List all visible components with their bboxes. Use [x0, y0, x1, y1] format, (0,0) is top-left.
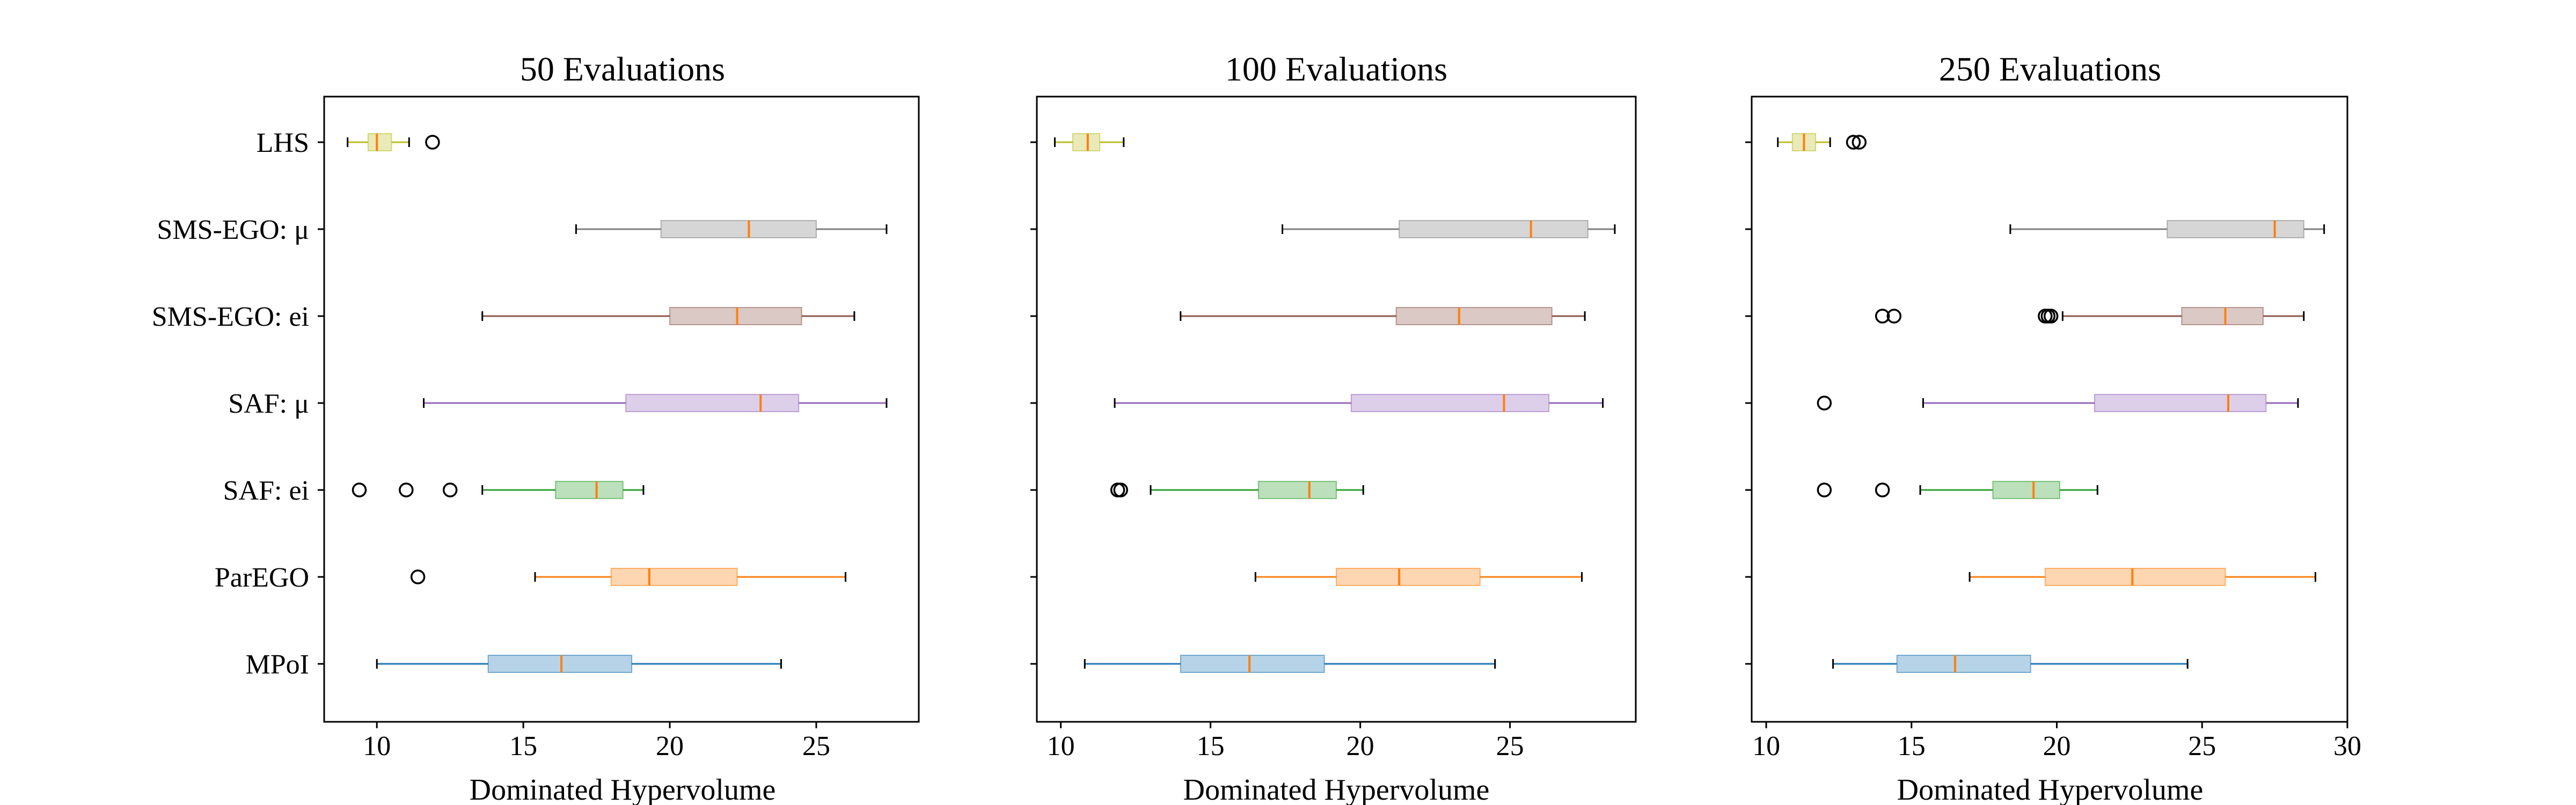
iqr-box: [367, 133, 392, 151]
box-6: [1084, 655, 1496, 673]
iqr-box: [1180, 655, 1325, 673]
x-tick-label: 15: [1197, 731, 1225, 762]
iqr-box: [1336, 568, 1481, 586]
outlier-point: [1851, 135, 1867, 150]
plot-frame: [1036, 96, 1637, 723]
iqr-box: [660, 220, 817, 238]
iqr-box: [1992, 481, 2060, 499]
plot-area: 10 15 20 25 LHS SMS-EGO: μ SMS-EGO: ei SAF: μ SA…: [152, 128, 888, 762]
box-0: [347, 133, 440, 151]
plot-area: 10 15 20 25 30: [1745, 133, 2361, 762]
x-tick-label: 10: [363, 731, 391, 762]
box-1: [2009, 220, 2325, 238]
box-2: [481, 307, 855, 325]
plot-area: 10 15 20 25: [1030, 133, 1616, 762]
x-tick-label: 15: [509, 731, 537, 762]
iqr-box: [2094, 394, 2267, 412]
iqr-box: [1072, 133, 1101, 151]
panel-title: 50 Evaluations: [520, 50, 725, 88]
panel-100-evaluations: 100 Evaluations 10 15 20 25 Dominated Hyper…: [1030, 50, 1637, 805]
x-tick-label: 10: [1047, 731, 1075, 762]
box-4: [352, 481, 645, 499]
outlier-point: [1113, 482, 1128, 497]
iqr-box: [2044, 568, 2226, 586]
category-label: ParEGO: [215, 562, 309, 593]
x-tick-label: 10: [1752, 731, 1780, 762]
x-tick-label: 25: [1496, 731, 1524, 762]
box-1: [1282, 220, 1616, 238]
box-3: [423, 394, 888, 412]
x-tick-label: 30: [2333, 731, 2361, 762]
box-2: [1875, 307, 2305, 325]
outlier-point: [1817, 396, 1832, 411]
x-tick-label: 20: [2043, 731, 2071, 762]
outlier-point: [1817, 482, 1832, 497]
x-axis-label: Dominated Hypervolume: [470, 773, 776, 805]
category-label: SMS-EGO: ei: [152, 302, 309, 332]
box-3: [1114, 394, 1604, 412]
iqr-box: [1257, 481, 1337, 499]
outlier-point: [1846, 135, 1861, 150]
x-axis-label: Dominated Hypervolume: [1183, 773, 1490, 805]
outlier-point: [442, 482, 458, 497]
outlier-point: [399, 482, 414, 497]
box-2: [1180, 307, 1586, 325]
iqr-box: [669, 307, 802, 325]
box-0: [1053, 133, 1125, 151]
x-tick-label: 15: [1898, 731, 1926, 762]
iqr-box: [610, 568, 738, 586]
iqr-box: [2181, 307, 2264, 325]
outlier-point: [2043, 309, 2059, 324]
outlier-point: [1875, 309, 1890, 324]
iqr-box: [1896, 655, 2031, 673]
plot-frame: [1751, 96, 2348, 723]
category-label: LHS: [257, 128, 309, 158]
category-label: SAF: μ: [228, 389, 309, 419]
panel-250-evaluations: 250 Evaluations 10 15 20 25 30 Dominated Hyp…: [1745, 50, 2361, 805]
iqr-box: [555, 481, 624, 499]
box-4: [1110, 481, 1364, 499]
box-6: [376, 655, 782, 673]
box-5: [410, 568, 847, 586]
x-axis-label: Dominated Hypervolume: [1897, 773, 2204, 805]
panel-50-evaluations: 50 Evaluations 10 15 20 25 LHS SMS-EGO: μ SMS-…: [152, 50, 920, 805]
iqr-box: [2167, 220, 2304, 238]
box-1: [575, 220, 888, 238]
box-5: [1254, 568, 1583, 586]
x-tick-label: 25: [802, 731, 830, 762]
category-label: SMS-EGO: μ: [157, 215, 309, 245]
panel-title: 100 Evaluations: [1225, 50, 1447, 88]
panel-title: 250 Evaluations: [1939, 50, 2161, 88]
box-6: [1832, 655, 2189, 673]
box-4: [1817, 481, 2098, 499]
iqr-box: [1399, 220, 1589, 238]
box-5: [1968, 568, 2316, 586]
outlier-point: [1875, 482, 1890, 497]
iqr-box: [1395, 307, 1553, 325]
category-label: MPoI: [246, 649, 309, 680]
iqr-box: [625, 394, 800, 412]
x-tick-label: 25: [2188, 731, 2216, 762]
box-3: [1817, 394, 2299, 412]
outlier-point: [410, 569, 426, 584]
outlier-point: [425, 135, 440, 150]
box-0: [1777, 133, 1867, 151]
x-tick-label: 20: [656, 731, 684, 762]
outlier-point: [1886, 309, 1902, 324]
iqr-box: [1350, 394, 1550, 412]
x-tick-label: 20: [1346, 731, 1374, 762]
category-label: SAF: ei: [223, 475, 309, 506]
iqr-box: [487, 655, 633, 673]
outlier-point: [352, 482, 367, 497]
plot-frame: [323, 96, 920, 723]
